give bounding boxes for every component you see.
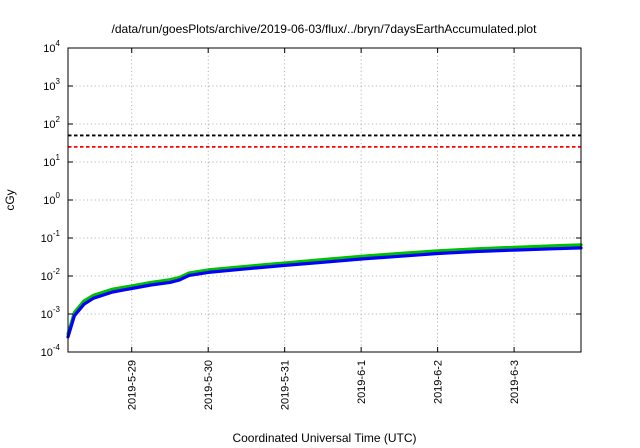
x-tick-label: 2019-5-31 xyxy=(280,360,292,410)
y-tick-label: 102 xyxy=(43,115,60,131)
y-tick-label: 104 xyxy=(43,39,60,55)
x-axis-label: Coordinated Universal Time (UTC) xyxy=(232,431,416,445)
y-tick-label: 101 xyxy=(43,153,60,169)
x-tick-label: 2019-5-30 xyxy=(203,360,215,410)
x-tick-label: 2019-6-2 xyxy=(433,360,445,404)
threshold-lines xyxy=(68,134,581,148)
y-axis-label: cGy xyxy=(3,189,17,210)
y-tick-label: 10-3 xyxy=(41,305,61,321)
x-tick-label: 2019-6-3 xyxy=(509,360,521,404)
x-tick-label: 2019-5-29 xyxy=(127,360,139,410)
x-tick-label: 2019-6-1 xyxy=(356,360,368,404)
y-tick-label: 10-1 xyxy=(41,229,61,245)
y-tick-label: 103 xyxy=(43,77,60,93)
series-line xyxy=(66,246,583,339)
grid xyxy=(68,48,581,352)
y-tick-label: 10-4 xyxy=(41,343,61,359)
chart-title: /data/run/goesPlots/archive/2019-06-03/f… xyxy=(112,22,538,36)
series-lines xyxy=(66,243,583,339)
y-tick-label: 10-2 xyxy=(41,267,61,283)
y-tick-label: 100 xyxy=(43,191,60,207)
axis-ticks: 10-4 10-3 10-2 10-1 100 101 102 103 104 2019-5-29… xyxy=(41,39,581,410)
series-line xyxy=(66,243,583,336)
